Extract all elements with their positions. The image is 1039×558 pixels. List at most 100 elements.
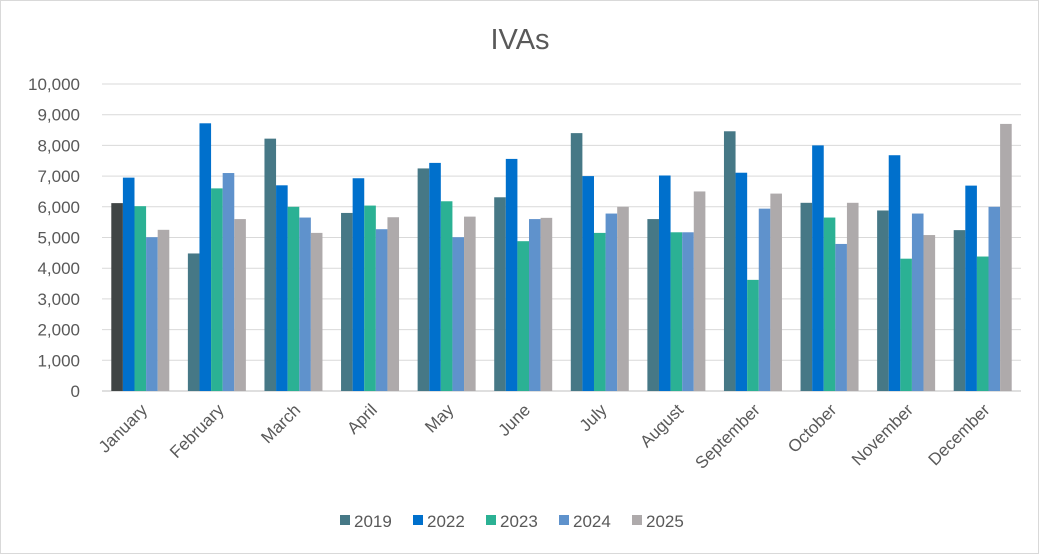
y-tick-label: 9,000 (37, 106, 80, 125)
legend-item-2025: 2025 (632, 512, 684, 531)
y-tick-label: 4,000 (37, 259, 80, 278)
bar-2022-july (582, 176, 594, 391)
x-tick-label: September (692, 400, 764, 472)
x-tick-label: January (95, 400, 152, 457)
bar-2024-april (375, 229, 388, 391)
y-tick-label: 6,000 (37, 198, 80, 217)
bar-2019-june (494, 197, 506, 391)
bar-2023-august (670, 232, 683, 391)
bar-2019-may (417, 168, 430, 391)
bar-2019-january (111, 203, 123, 391)
legend-item-2022: 2022 (413, 512, 465, 531)
legend-swatch (632, 515, 642, 525)
bar-2023-october (823, 217, 836, 391)
bar-2023-september (747, 279, 759, 391)
bar-2024-december (988, 206, 1001, 391)
legend-label: 2019 (354, 512, 392, 531)
bar-2022-october (812, 145, 824, 391)
bar-2024-november (911, 213, 924, 391)
legend-label: 2024 (573, 512, 611, 531)
x-tick-label: July (576, 400, 611, 435)
bar-2019-december (953, 230, 966, 391)
x-tick-label: April (343, 400, 380, 437)
y-tick-label: 5,000 (37, 229, 80, 248)
bar-2023-december (976, 256, 989, 391)
bar-2024-october (835, 243, 847, 391)
x-tick-label: March (257, 400, 304, 447)
bar-2022-february (199, 123, 212, 392)
x-tick-label: October (784, 400, 840, 456)
bar-2019-july (570, 133, 583, 391)
bar-2023-april (364, 205, 376, 391)
bar-2023-november (900, 258, 912, 391)
bar-2025-august (693, 191, 706, 391)
bar-2019-september (723, 131, 736, 391)
bar-2024-march (299, 217, 311, 391)
y-tick-label: 7,000 (37, 167, 80, 186)
bar-2025-march (310, 232, 323, 391)
bar-2019-february (187, 253, 200, 391)
bar-2025-july (617, 206, 629, 391)
bar-2024-february (222, 173, 235, 391)
x-tick-label: May (421, 400, 457, 436)
bar-2022-march (276, 185, 288, 391)
bar-2025-february (234, 219, 246, 391)
legend-label: 2023 (500, 512, 538, 531)
y-tick-label: 10,000 (28, 75, 80, 94)
legend-label: 2025 (646, 512, 684, 531)
bar-2022-december (965, 185, 977, 391)
x-tick-label: November (848, 400, 917, 469)
bar-2024-september (758, 208, 771, 391)
bar-2024-august (682, 232, 694, 391)
bar-2019-november (877, 210, 889, 391)
legend-swatch (559, 515, 569, 525)
x-tick-label: August (636, 400, 687, 451)
bar-2019-august (647, 219, 659, 391)
bar-2023-february (211, 188, 223, 391)
bar-2025-january (157, 229, 170, 391)
legend-item-2023: 2023 (486, 512, 538, 531)
bar-2022-november (888, 155, 901, 391)
bar-2022-september (735, 172, 748, 391)
bar-2024-july (605, 213, 618, 391)
bar-2025-june (540, 217, 553, 391)
bar-2022-august (658, 175, 671, 391)
bar-2023-july (593, 232, 606, 391)
y-tick-label: 8,000 (37, 136, 80, 155)
bar-2019-march (264, 138, 277, 391)
bar-2023-may (440, 201, 453, 391)
bar-2025-may (464, 216, 476, 391)
chart-title: IVAs (490, 24, 549, 56)
legend-item-2024: 2024 (559, 512, 611, 531)
bar-2025-september (770, 193, 782, 391)
x-tick-label: June (495, 400, 535, 440)
legend-swatch (340, 515, 350, 525)
x-tick-label: December (925, 400, 994, 469)
bar-2022-june (505, 158, 518, 391)
legend-swatch (413, 515, 423, 525)
bar-2022-april (352, 178, 365, 391)
bar-2023-january (134, 206, 147, 391)
bar-2024-june (529, 219, 541, 391)
legend-label: 2022 (427, 512, 465, 531)
bar-2025-november (923, 235, 936, 391)
bar-2024-january (146, 237, 158, 391)
y-tick-label: 1,000 (37, 351, 80, 370)
y-tick-label: 0 (71, 382, 80, 401)
bar-2023-march (287, 206, 300, 391)
bar-2025-december (1000, 123, 1012, 391)
bar-2024-may (452, 237, 465, 391)
legend-swatch (486, 515, 496, 525)
bar-2025-april (387, 217, 400, 391)
bar-2019-april (341, 212, 353, 391)
bar-2025-october (846, 202, 859, 391)
y-tick-label: 2,000 (37, 321, 80, 340)
bar-2019-october (800, 202, 813, 391)
x-tick-label: February (166, 400, 228, 462)
bar-2023-june (517, 241, 530, 391)
bar-2022-may (429, 162, 441, 391)
legend-item-2019: 2019 (340, 512, 392, 531)
y-tick-label: 3,000 (37, 290, 80, 309)
